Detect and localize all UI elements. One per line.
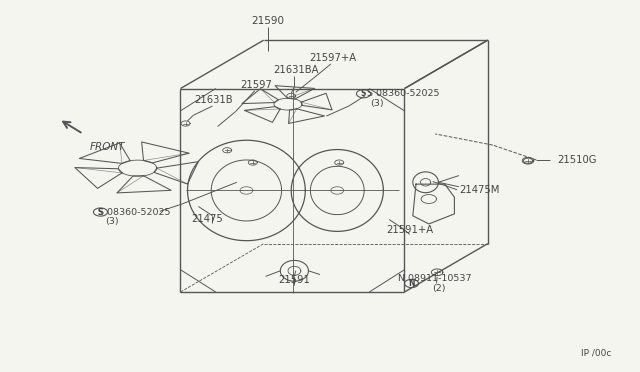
Text: 21591+A: 21591+A <box>386 225 433 235</box>
Text: N: N <box>408 279 415 288</box>
Text: N 08911-10537: N 08911-10537 <box>399 275 472 283</box>
Text: 21597+A: 21597+A <box>309 53 356 63</box>
Text: 21475: 21475 <box>191 214 223 224</box>
Text: S: S <box>361 89 366 98</box>
Text: 21590: 21590 <box>251 16 284 26</box>
Text: FRONT: FRONT <box>90 142 125 152</box>
Text: 21591: 21591 <box>278 275 310 285</box>
Text: 21597: 21597 <box>240 80 272 90</box>
Text: 21510G: 21510G <box>557 155 596 165</box>
Text: 21631B: 21631B <box>194 95 232 105</box>
Text: (3): (3) <box>370 99 383 108</box>
Text: 21631BA: 21631BA <box>273 65 319 75</box>
Text: S 08360-52025: S 08360-52025 <box>98 208 170 217</box>
Text: 21475M: 21475M <box>460 185 500 195</box>
Text: IP /00c: IP /00c <box>581 348 611 357</box>
Text: S: S <box>98 208 103 217</box>
Text: (2): (2) <box>431 284 445 293</box>
Text: S 08360-52025: S 08360-52025 <box>367 89 439 98</box>
Text: (3): (3) <box>106 217 119 226</box>
